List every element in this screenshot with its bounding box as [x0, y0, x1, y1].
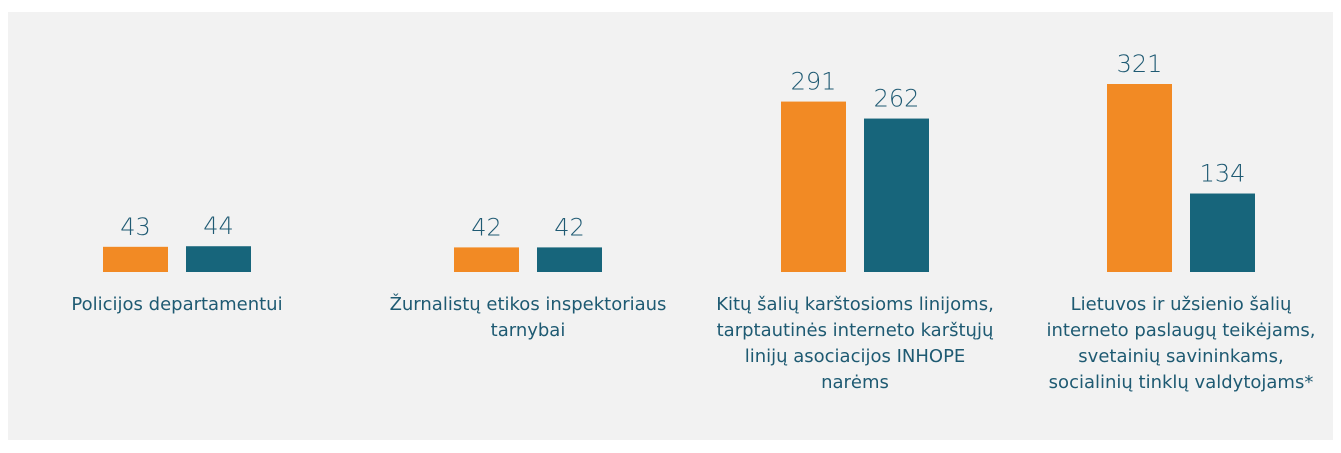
value-label: 134: [1200, 160, 1246, 188]
value-label: 42: [554, 213, 585, 241]
category-label: Policijos departamentui: [71, 294, 283, 315]
bar: [454, 247, 519, 272]
category-label: Žurnalistų etikos inspektoriaus tarnybai: [389, 294, 667, 341]
bar: [1190, 193, 1255, 272]
value-label: 43: [120, 213, 151, 241]
value-label: 42: [471, 213, 502, 241]
value-label: 321: [1117, 50, 1163, 78]
bar: [864, 118, 929, 272]
bar: [186, 246, 251, 272]
value-label: 262: [874, 85, 920, 113]
category-label: Lietuvos ir užsienio šalių interneto pas…: [1046, 294, 1316, 393]
bar: [1107, 84, 1172, 272]
value-label: 44: [203, 212, 234, 240]
bar: [103, 246, 168, 272]
bar: [537, 247, 602, 272]
value-label: 291: [791, 68, 837, 96]
bar: [781, 101, 846, 272]
category-label: Kitų šalių karštosioms linijoms, tarptau…: [716, 294, 994, 393]
